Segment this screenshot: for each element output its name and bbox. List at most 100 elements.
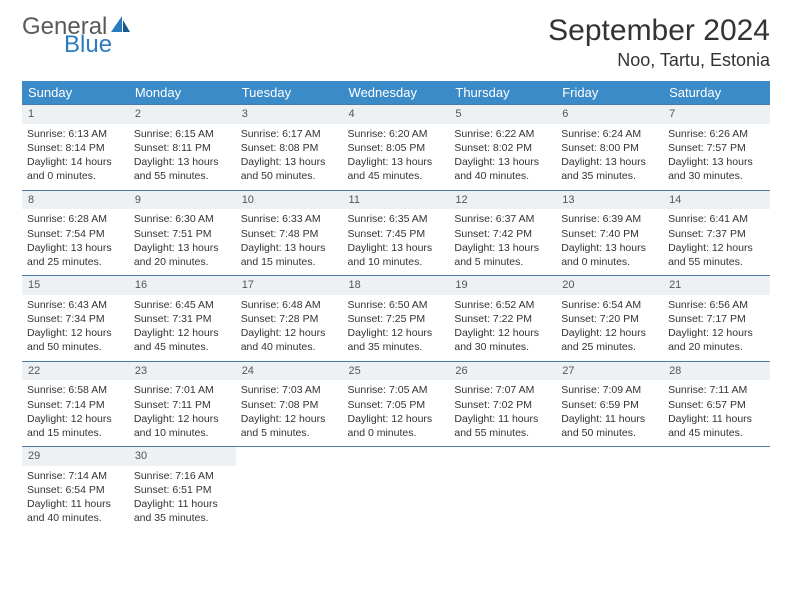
- day-number-cell: 21: [663, 276, 770, 295]
- sunset-line: Sunset: 7:40 PM: [561, 227, 658, 241]
- day-info-cell: Sunrise: 6:20 AMSunset: 8:05 PMDaylight:…: [343, 124, 450, 190]
- day-info-cell: Sunrise: 7:11 AMSunset: 6:57 PMDaylight:…: [663, 380, 770, 446]
- day-info-cell: Sunrise: 6:50 AMSunset: 7:25 PMDaylight:…: [343, 295, 450, 361]
- daylight-line: Daylight: 11 hours and 40 minutes.: [27, 497, 124, 525]
- sunrise-line: Sunrise: 6:48 AM: [241, 298, 338, 312]
- day-number-cell: 13: [556, 190, 663, 209]
- day-number-cell: 5: [449, 105, 556, 124]
- daylight-line: Daylight: 13 hours and 50 minutes.: [241, 155, 338, 183]
- day-number-cell: 11: [343, 190, 450, 209]
- sunrise-line: Sunrise: 6:28 AM: [27, 212, 124, 226]
- daylight-line: Daylight: 13 hours and 15 minutes.: [241, 241, 338, 269]
- daylight-line: Daylight: 12 hours and 50 minutes.: [27, 326, 124, 354]
- sunset-line: Sunset: 7:51 PM: [134, 227, 231, 241]
- day-number-cell: 8: [22, 190, 129, 209]
- day-number-cell: 3: [236, 105, 343, 124]
- sunrise-line: Sunrise: 7:07 AM: [454, 383, 551, 397]
- daynum-row: 15161718192021: [22, 276, 770, 295]
- day-number-cell: 6: [556, 105, 663, 124]
- daylight-line: Daylight: 12 hours and 55 minutes.: [668, 241, 765, 269]
- day-info-cell: Sunrise: 6:28 AMSunset: 7:54 PMDaylight:…: [22, 209, 129, 275]
- sunset-line: Sunset: 7:11 PM: [134, 398, 231, 412]
- daylight-line: Daylight: 12 hours and 10 minutes.: [134, 412, 231, 440]
- sunrise-line: Sunrise: 6:20 AM: [348, 127, 445, 141]
- daylight-line: Daylight: 13 hours and 5 minutes.: [454, 241, 551, 269]
- daylight-line: Daylight: 11 hours and 35 minutes.: [134, 497, 231, 525]
- sunset-line: Sunset: 6:51 PM: [134, 483, 231, 497]
- daylight-line: Daylight: 12 hours and 40 minutes.: [241, 326, 338, 354]
- sunset-line: Sunset: 7:31 PM: [134, 312, 231, 326]
- sunrise-line: Sunrise: 6:50 AM: [348, 298, 445, 312]
- day-number-cell: 15: [22, 276, 129, 295]
- sunset-line: Sunset: 7:42 PM: [454, 227, 551, 241]
- day-number-cell: 26: [449, 361, 556, 380]
- daylight-line: Daylight: 12 hours and 0 minutes.: [348, 412, 445, 440]
- day-number-cell: 19: [449, 276, 556, 295]
- day-info-cell: Sunrise: 7:05 AMSunset: 7:05 PMDaylight:…: [343, 380, 450, 446]
- day-number-cell: 25: [343, 361, 450, 380]
- weekday-header-row: Sunday Monday Tuesday Wednesday Thursday…: [22, 81, 770, 105]
- sunrise-line: Sunrise: 6:52 AM: [454, 298, 551, 312]
- sunrise-line: Sunrise: 6:54 AM: [561, 298, 658, 312]
- daylight-line: Daylight: 14 hours and 0 minutes.: [27, 155, 124, 183]
- day-info-cell: Sunrise: 6:22 AMSunset: 8:02 PMDaylight:…: [449, 124, 556, 190]
- daylight-line: Daylight: 13 hours and 35 minutes.: [561, 155, 658, 183]
- day-number-cell: 1: [22, 105, 129, 124]
- sunset-line: Sunset: 7:20 PM: [561, 312, 658, 326]
- sunrise-line: Sunrise: 6:15 AM: [134, 127, 231, 141]
- weekday-header: Friday: [556, 81, 663, 105]
- info-row: Sunrise: 6:13 AMSunset: 8:14 PMDaylight:…: [22, 124, 770, 190]
- sunset-line: Sunset: 6:54 PM: [27, 483, 124, 497]
- day-info-cell: [663, 466, 770, 532]
- day-info-cell: Sunrise: 6:43 AMSunset: 7:34 PMDaylight:…: [22, 295, 129, 361]
- day-number-cell: [556, 447, 663, 466]
- daylight-line: Daylight: 13 hours and 45 minutes.: [348, 155, 445, 183]
- day-info-cell: [556, 466, 663, 532]
- day-number-cell: 4: [343, 105, 450, 124]
- sunrise-line: Sunrise: 6:22 AM: [454, 127, 551, 141]
- day-number-cell: 23: [129, 361, 236, 380]
- day-info-cell: Sunrise: 7:03 AMSunset: 7:08 PMDaylight:…: [236, 380, 343, 446]
- sunset-line: Sunset: 7:14 PM: [27, 398, 124, 412]
- sunrise-line: Sunrise: 7:03 AM: [241, 383, 338, 397]
- day-info-cell: [343, 466, 450, 532]
- sunset-line: Sunset: 8:00 PM: [561, 141, 658, 155]
- sunrise-line: Sunrise: 7:11 AM: [668, 383, 765, 397]
- sunrise-line: Sunrise: 6:35 AM: [348, 212, 445, 226]
- sunset-line: Sunset: 7:48 PM: [241, 227, 338, 241]
- daylight-line: Daylight: 13 hours and 40 minutes.: [454, 155, 551, 183]
- sunrise-line: Sunrise: 6:30 AM: [134, 212, 231, 226]
- location: Noo, Tartu, Estonia: [548, 50, 770, 71]
- daynum-row: 891011121314: [22, 190, 770, 209]
- day-number-cell: [449, 447, 556, 466]
- day-info-cell: [236, 466, 343, 532]
- month-title: September 2024: [548, 14, 770, 48]
- day-info-cell: Sunrise: 6:15 AMSunset: 8:11 PMDaylight:…: [129, 124, 236, 190]
- sunset-line: Sunset: 7:05 PM: [348, 398, 445, 412]
- day-info-cell: Sunrise: 6:58 AMSunset: 7:14 PMDaylight:…: [22, 380, 129, 446]
- day-number-cell: 24: [236, 361, 343, 380]
- daynum-row: 22232425262728: [22, 361, 770, 380]
- sunrise-line: Sunrise: 6:58 AM: [27, 383, 124, 397]
- day-info-cell: Sunrise: 6:37 AMSunset: 7:42 PMDaylight:…: [449, 209, 556, 275]
- daylight-line: Daylight: 12 hours and 15 minutes.: [27, 412, 124, 440]
- title-block: September 2024 Noo, Tartu, Estonia: [548, 14, 770, 71]
- day-info-cell: [449, 466, 556, 532]
- sunrise-line: Sunrise: 6:41 AM: [668, 212, 765, 226]
- sunrise-line: Sunrise: 6:43 AM: [27, 298, 124, 312]
- day-info-cell: Sunrise: 6:45 AMSunset: 7:31 PMDaylight:…: [129, 295, 236, 361]
- day-number-cell: [663, 447, 770, 466]
- day-number-cell: 29: [22, 447, 129, 466]
- sunset-line: Sunset: 7:02 PM: [454, 398, 551, 412]
- sunset-line: Sunset: 7:57 PM: [668, 141, 765, 155]
- day-number-cell: 27: [556, 361, 663, 380]
- info-row: Sunrise: 7:14 AMSunset: 6:54 PMDaylight:…: [22, 466, 770, 532]
- day-info-cell: Sunrise: 6:24 AMSunset: 8:00 PMDaylight:…: [556, 124, 663, 190]
- day-number-cell: 20: [556, 276, 663, 295]
- day-number-cell: 30: [129, 447, 236, 466]
- day-info-cell: Sunrise: 6:13 AMSunset: 8:14 PMDaylight:…: [22, 124, 129, 190]
- day-number-cell: 2: [129, 105, 236, 124]
- daylight-line: Daylight: 12 hours and 20 minutes.: [668, 326, 765, 354]
- day-info-cell: Sunrise: 6:33 AMSunset: 7:48 PMDaylight:…: [236, 209, 343, 275]
- sunset-line: Sunset: 7:37 PM: [668, 227, 765, 241]
